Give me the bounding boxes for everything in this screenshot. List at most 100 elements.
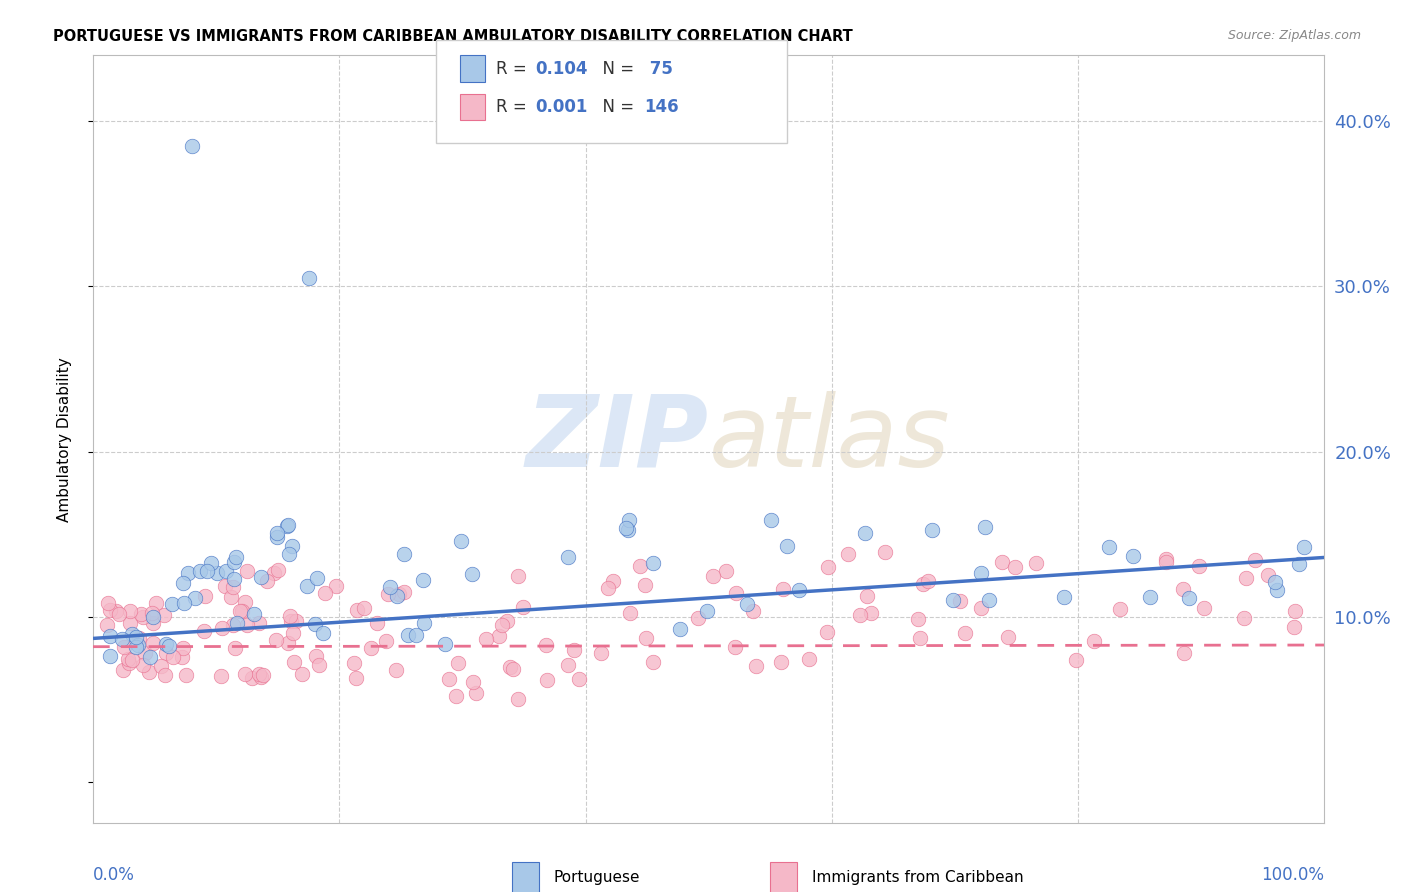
Point xyxy=(1234,571,1257,585)
Point xyxy=(396,628,419,642)
Point xyxy=(1083,634,1105,648)
Point xyxy=(184,591,207,606)
Point xyxy=(1282,619,1305,633)
Point xyxy=(815,625,838,640)
Point xyxy=(1122,549,1144,564)
Text: 0.0%: 0.0% xyxy=(93,866,135,884)
Point xyxy=(1192,601,1215,615)
Point xyxy=(281,540,304,554)
Point xyxy=(114,640,136,655)
Point xyxy=(205,566,228,581)
Text: 0.001: 0.001 xyxy=(536,98,588,116)
Point xyxy=(724,640,747,654)
Point xyxy=(112,663,135,677)
Point xyxy=(461,566,484,581)
Text: 75: 75 xyxy=(644,60,673,78)
Text: Immigrants from Caribbean: Immigrants from Caribbean xyxy=(813,870,1024,885)
Point xyxy=(160,597,183,611)
Point xyxy=(305,571,328,585)
Point xyxy=(138,665,160,679)
Point xyxy=(1064,653,1087,667)
Point xyxy=(434,636,457,650)
Point xyxy=(215,564,238,578)
Point xyxy=(628,559,651,574)
Point xyxy=(634,631,657,645)
Point xyxy=(614,521,637,535)
Point xyxy=(285,614,308,628)
Point xyxy=(464,686,486,700)
Point xyxy=(1139,591,1161,605)
Point xyxy=(308,657,330,672)
Point xyxy=(111,632,134,646)
Point xyxy=(172,650,194,665)
Point xyxy=(1265,582,1288,597)
Point xyxy=(1292,540,1315,554)
Point xyxy=(853,526,876,541)
Point xyxy=(283,655,305,669)
Text: PORTUGUESE VS IMMIGRANTS FROM CARIBBEAN AMBULATORY DISABILITY CORRELATION CHART: PORTUGUESE VS IMMIGRANTS FROM CARIBBEAN … xyxy=(53,29,853,45)
Point xyxy=(437,672,460,686)
Bar xyxy=(770,862,797,892)
Point xyxy=(873,545,896,559)
Point xyxy=(1098,540,1121,554)
Point xyxy=(714,564,737,578)
Point xyxy=(536,673,558,688)
Point xyxy=(209,669,232,683)
Point xyxy=(252,668,274,682)
Point xyxy=(235,618,257,632)
Point xyxy=(222,572,245,586)
Point xyxy=(121,627,143,641)
Point xyxy=(412,573,434,587)
Point xyxy=(973,520,995,534)
Point xyxy=(702,569,724,583)
Point xyxy=(1173,646,1195,660)
Point xyxy=(297,271,319,285)
Point xyxy=(394,547,416,561)
Point xyxy=(557,550,579,565)
Point xyxy=(98,603,121,617)
Point xyxy=(240,671,263,685)
Point xyxy=(641,655,664,669)
Point xyxy=(117,652,139,666)
Point xyxy=(1053,591,1076,605)
Point xyxy=(314,586,336,600)
Y-axis label: Ambulatory Disability: Ambulatory Disability xyxy=(58,357,72,522)
Point xyxy=(155,646,177,660)
Point xyxy=(557,657,579,672)
Point xyxy=(360,640,382,655)
Point xyxy=(264,632,287,647)
Point xyxy=(344,671,367,685)
Point xyxy=(641,556,664,570)
Point xyxy=(278,547,301,561)
Point xyxy=(226,615,249,630)
Point xyxy=(125,640,148,654)
Point xyxy=(602,574,624,589)
Text: 0.104: 0.104 xyxy=(536,60,588,78)
Point xyxy=(446,656,468,670)
Point xyxy=(506,692,529,706)
Point xyxy=(283,625,305,640)
Point xyxy=(534,638,557,652)
Point xyxy=(247,616,270,631)
Point xyxy=(617,513,640,527)
Point xyxy=(617,523,640,537)
Point xyxy=(142,615,165,630)
Point xyxy=(98,648,121,663)
Point xyxy=(197,564,219,578)
Point xyxy=(247,667,270,681)
Point xyxy=(193,624,215,639)
Point xyxy=(125,630,148,644)
Text: 100.0%: 100.0% xyxy=(1261,866,1324,884)
Bar xyxy=(512,862,538,892)
Point xyxy=(108,607,131,622)
Point xyxy=(374,634,396,648)
Point xyxy=(134,646,156,660)
Point xyxy=(496,614,519,628)
Point xyxy=(502,663,524,677)
Point xyxy=(141,606,163,620)
Point xyxy=(267,563,290,577)
Point xyxy=(696,604,718,618)
Point xyxy=(172,641,194,656)
Point xyxy=(413,616,436,631)
Point xyxy=(127,638,149,652)
